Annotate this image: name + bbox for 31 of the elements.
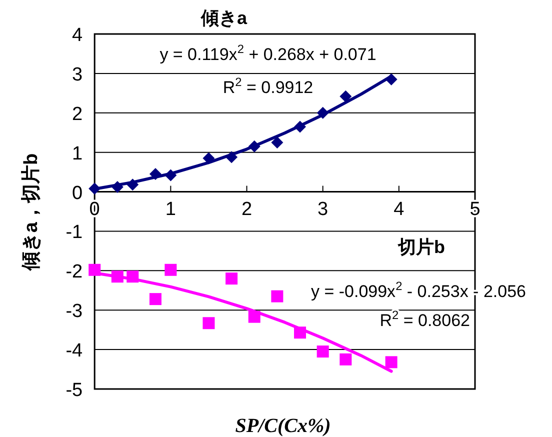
point (316, 346, 329, 358)
point (226, 272, 238, 285)
y-tick-label: 0 (72, 182, 83, 204)
y-tick-label: -2 (66, 262, 83, 283)
y-tick-label: -1 (66, 222, 83, 244)
y-tick-label: -3 (66, 301, 83, 322)
x-tick-label: 3 (318, 198, 328, 220)
y-tick-label: 2 (72, 104, 83, 125)
point (271, 290, 284, 302)
point (340, 90, 352, 102)
point (202, 317, 215, 330)
point (164, 264, 177, 276)
y-tick-label: -5 (66, 380, 83, 401)
y-tick-label: -4 (66, 340, 84, 362)
annotation: R$^{2}$ = 0.8062 (380, 308, 470, 330)
chart-title: 傾きa (200, 8, 248, 28)
annotation: 切片b (397, 237, 445, 257)
annotation: R$^{2}$ = 0.9912 (222, 75, 314, 97)
point (149, 293, 162, 306)
x-tick-label: 2 (241, 198, 252, 220)
y-tick-label: 3 (72, 64, 83, 86)
x-tick-label: 1 (165, 198, 176, 220)
y-tick-label: 4 (72, 25, 84, 46)
point (271, 136, 284, 148)
x-tick-label: 4 (394, 198, 405, 220)
annotation: y = 0.119x$^{2}$ + 0.268x + 0.071 (160, 42, 376, 64)
y-tick-label: 1 (72, 143, 83, 164)
point (385, 356, 398, 368)
x-axis-title: SP/C(Cx%) (235, 415, 331, 437)
point (340, 353, 352, 366)
y-axis-title: 傾きa，切片b (20, 153, 42, 272)
